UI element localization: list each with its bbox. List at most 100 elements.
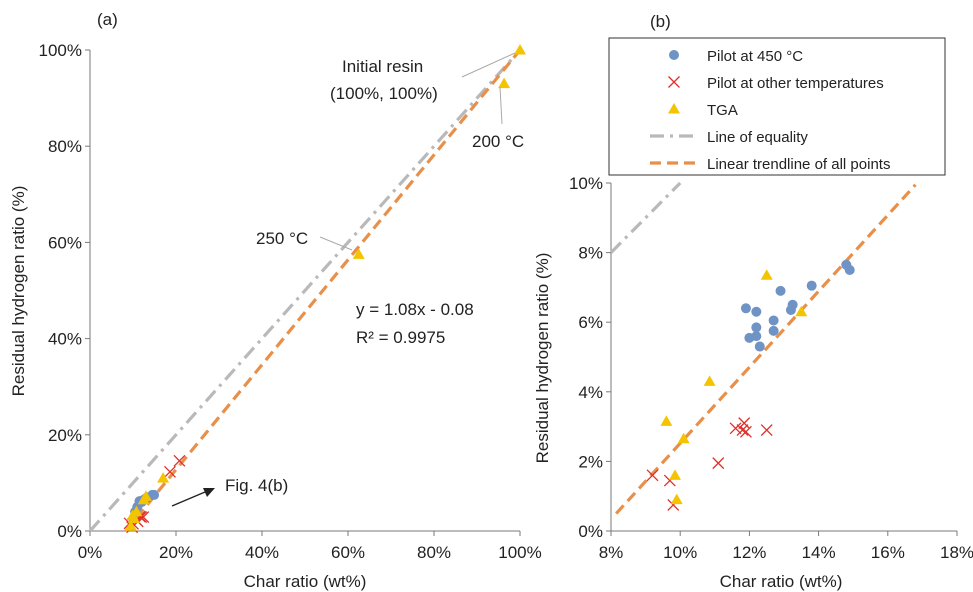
y-tick-label: 0% [578, 522, 603, 541]
t250-leader [319, 236, 353, 251]
panel-b: (b) 0% 2% 4% 6% 8% 10% 8% 10% 12% 14% 16% 18% Char … [533, 12, 973, 591]
legend-item-tga: TGA [668, 102, 738, 119]
equality-line [609, 181, 682, 254]
legend-swatch [668, 103, 680, 114]
x-tick-label: 12% [732, 543, 766, 562]
pilot-other-point [712, 457, 725, 470]
tga-point [127, 512, 140, 523]
x-tick-label: 8% [599, 543, 624, 562]
legend-item-equality: Line of equality [650, 129, 808, 146]
legend-item-pilot-other: Pilot at other temperatures [668, 75, 884, 92]
panel-a: (a) 0% 20% 40% 60% 80% 100% 0% 20% 40% 60% 80% 100%… [9, 10, 542, 591]
t200-label: 200 °C [472, 132, 524, 151]
trendline [124, 48, 522, 533]
pilot-other-point [760, 424, 773, 437]
fig-ref-arrowhead [203, 488, 215, 497]
panel-a-x-axis-label: Char ratio (wt%) [244, 572, 367, 591]
panel-a-y-axis-label: Residual hydrogen ratio (%) [9, 186, 28, 397]
pilot-450-point [751, 322, 762, 333]
pilot-450-point [775, 285, 786, 296]
tga-point [795, 305, 808, 317]
y-tick-label: 0% [57, 522, 82, 541]
x-tick-label: 14% [802, 543, 836, 562]
fig-ref-arrow [171, 491, 206, 507]
tga-point [352, 248, 365, 259]
tga-point [139, 490, 152, 501]
y-tick-label: 20% [48, 426, 82, 445]
trend-r2: R² = 0.9975 [356, 328, 445, 347]
t200-leader [499, 86, 503, 125]
panel-b-label: (b) [650, 12, 671, 31]
panel-b-lines [609, 181, 917, 515]
tga-point [514, 44, 526, 55]
legend-swatch [669, 50, 679, 60]
y-tick-label: 100% [39, 41, 82, 60]
panel-b-legend: Pilot at 450 °C Pilot at other temperatur… [608, 37, 946, 176]
trendline [615, 183, 917, 515]
tga-point [670, 493, 683, 505]
trend-equation: y = 1.08x - 0.08 [356, 300, 474, 319]
legend-item-pilot-450: Pilot at 450 °C [669, 48, 803, 65]
legend-box [608, 37, 946, 176]
pilot-other-point [739, 425, 752, 438]
initial-resin-leader [461, 52, 516, 78]
panel-a-lines [88, 48, 522, 533]
y-tick-label: 80% [48, 137, 82, 156]
tga-point [124, 520, 137, 531]
y-tick-label: 8% [578, 244, 603, 263]
y-tick-label: 10% [569, 174, 603, 193]
pilot-450-point [806, 280, 817, 291]
y-tick-label: 2% [578, 452, 603, 471]
x-tick-label: 18% [940, 543, 973, 562]
legend-label: TGA [707, 102, 738, 119]
initial-resin-label-line1: Initial resin [342, 57, 423, 76]
panel-b-points [646, 259, 855, 511]
tga-point [660, 415, 673, 426]
panel-a-points [123, 44, 526, 534]
equality-line [88, 48, 522, 533]
pilot-450-point [149, 489, 160, 500]
pilot-other-point [164, 465, 176, 478]
pilot-450-point [751, 331, 762, 342]
panel-b-x-axis-label: Char ratio (wt%) [720, 572, 843, 591]
x-tick-label: 16% [871, 543, 905, 562]
legend-label: Pilot at 450 °C [707, 48, 803, 65]
initial-resin-label-line2: (100%, 100%) [330, 84, 438, 103]
legend-label: Linear trendline of all points [707, 156, 890, 173]
legend-swatch [668, 76, 680, 88]
x-tick-label: 80% [417, 543, 451, 562]
t250-label: 250 °C [256, 229, 308, 248]
pilot-450-point [787, 299, 798, 310]
pilot-other-point [729, 422, 742, 435]
x-tick-label: 20% [159, 543, 193, 562]
legend-item-trendline: Linear trendline of all points [650, 156, 890, 173]
pilot-450-point [768, 315, 779, 326]
pilot-450-point [740, 303, 751, 314]
pilot-450-point [844, 265, 855, 275]
tga-point [498, 77, 511, 89]
pilot-other-point [173, 454, 186, 467]
y-tick-label: 4% [578, 383, 603, 402]
x-tick-label: 10% [663, 543, 697, 562]
pilot-other-point [736, 424, 749, 437]
y-tick-label: 40% [48, 330, 82, 349]
legend-label: Line of equality [707, 129, 808, 146]
x-tick-label: 60% [331, 543, 365, 562]
tga-point [760, 269, 773, 280]
x-tick-label: 0% [78, 543, 103, 562]
tga-point [703, 375, 716, 386]
y-tick-label: 60% [48, 233, 82, 252]
pilot-450-point [768, 325, 779, 336]
legend-label: Pilot at other temperatures [707, 75, 884, 92]
panel-a-label: (a) [97, 10, 118, 29]
panel-b-y-axis-label: Residual hydrogen ratio (%) [533, 253, 552, 464]
panel-a-annotations: Initial resin (100%, 100%) 200 °C 250 °C… [171, 52, 524, 507]
fig-ref-label: Fig. 4(b) [225, 476, 288, 495]
tga-point [677, 432, 690, 444]
pilot-450-point [751, 306, 762, 317]
x-tick-label: 100% [498, 543, 541, 562]
tga-point [157, 472, 170, 483]
panel-a-axes: 0% 20% 40% 60% 80% 100% 0% 20% 40% 60% 80% 100% [39, 41, 542, 562]
tga-point [669, 469, 682, 480]
